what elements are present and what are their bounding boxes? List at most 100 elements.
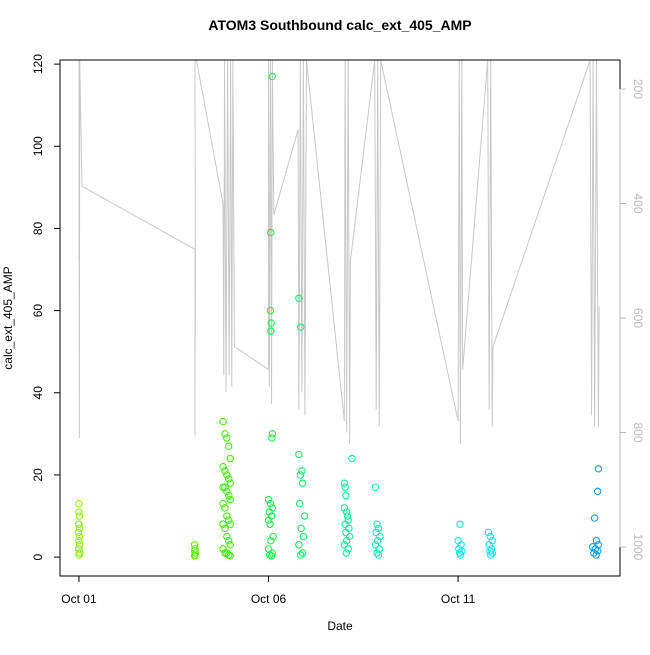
point [373, 520, 381, 528]
point [371, 541, 380, 549]
point [456, 551, 465, 559]
point [593, 487, 602, 496]
y2-tick-label: 800 [631, 422, 645, 442]
y-axis-label: calc_ext_405_AMP [1, 266, 15, 369]
point [299, 532, 308, 541]
point [486, 547, 494, 555]
point [295, 294, 303, 302]
point [76, 524, 84, 533]
point [488, 549, 496, 557]
point [593, 547, 602, 555]
point [374, 524, 383, 533]
point [342, 536, 351, 545]
point [266, 499, 275, 508]
point [267, 552, 276, 560]
y-tick-label: 100 [31, 136, 45, 156]
point [264, 495, 273, 504]
point [219, 463, 227, 471]
point [297, 551, 305, 559]
point [590, 549, 598, 557]
point [340, 504, 349, 512]
x-axis-label: Date [327, 619, 353, 633]
plot-area [74, 60, 603, 560]
point [374, 536, 382, 545]
point [343, 512, 352, 520]
point [223, 487, 231, 496]
point [74, 528, 83, 537]
point [374, 551, 383, 559]
point [590, 514, 599, 522]
point [221, 430, 229, 438]
point [75, 512, 84, 520]
point [267, 228, 275, 237]
point [75, 508, 83, 516]
point [225, 551, 233, 559]
point [219, 520, 227, 528]
point [373, 549, 381, 557]
point [226, 552, 234, 560]
point [297, 524, 305, 533]
point [342, 508, 351, 516]
point [456, 520, 464, 528]
point [221, 504, 229, 512]
point [300, 512, 309, 520]
point [594, 465, 603, 473]
point [269, 532, 277, 541]
point [592, 551, 600, 559]
depth-line [78, 60, 600, 444]
point [298, 479, 307, 487]
point [340, 541, 349, 549]
point [75, 551, 83, 559]
point [295, 541, 303, 549]
point [298, 467, 306, 475]
point [267, 327, 275, 335]
point [298, 549, 307, 557]
point [225, 491, 233, 500]
point [487, 551, 495, 559]
point [264, 516, 273, 524]
point [297, 323, 305, 331]
point [268, 430, 277, 438]
point [223, 471, 231, 479]
point [267, 319, 275, 327]
point [225, 442, 233, 450]
point [265, 508, 273, 516]
y-tick-label: 20 [31, 468, 45, 482]
point [76, 541, 84, 549]
point [226, 520, 234, 528]
point [348, 454, 356, 463]
point [226, 495, 234, 504]
point [340, 479, 349, 487]
chart-title: ATOM3 Southbound calc_ext_405_AMP [208, 17, 471, 33]
point [371, 483, 380, 491]
point [226, 454, 234, 463]
y-tick-label: 0 [31, 553, 45, 560]
x-tick-label: Oct 11 [441, 592, 476, 606]
point [266, 520, 274, 528]
point [484, 528, 493, 537]
x-tick-label: Oct 06 [251, 592, 287, 606]
point [219, 499, 227, 508]
point [267, 536, 275, 545]
point [295, 450, 303, 459]
point [75, 499, 83, 508]
point [341, 520, 349, 528]
point [75, 536, 83, 545]
point [295, 499, 304, 508]
point [190, 552, 199, 560]
point [342, 528, 350, 537]
point [296, 471, 305, 479]
point [225, 536, 233, 545]
point [268, 434, 276, 442]
point [223, 532, 231, 541]
point [221, 467, 229, 475]
point [344, 545, 352, 553]
y2-tick-label: 200 [631, 79, 645, 99]
point [225, 516, 233, 524]
point [219, 417, 227, 426]
point [458, 547, 466, 555]
point [226, 541, 234, 549]
point [592, 536, 601, 545]
point [221, 483, 229, 491]
point [372, 528, 380, 537]
